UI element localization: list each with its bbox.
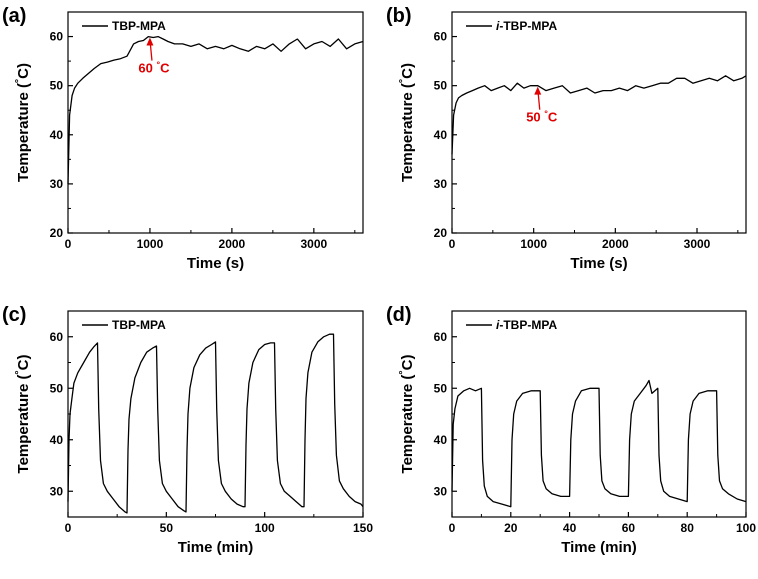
annotation-arrowhead xyxy=(146,37,154,46)
y-tick-label: 30 xyxy=(50,177,64,191)
chart-panel-b: 0 1000 2000 3000 20 30 40 50 60 Time (s) Temperatu… xyxy=(386,5,747,272)
x-tick-label: 0 xyxy=(65,521,72,535)
x-tick-label: 100 xyxy=(255,521,275,535)
x-axis-title: Time (s) xyxy=(570,255,627,272)
y-tick-label: 60 xyxy=(434,30,448,44)
y-tick-label: 50 xyxy=(50,381,64,395)
series-line xyxy=(451,379,747,508)
y-tick-label: 60 xyxy=(50,30,64,44)
panel-label: (d) xyxy=(386,304,412,326)
y-tick-label: 30 xyxy=(434,484,448,498)
series-line xyxy=(67,35,364,184)
annotation-arrowhead xyxy=(534,86,542,95)
x-axis-title: Time (s) xyxy=(187,255,244,272)
y-tick-label: 50 xyxy=(434,79,448,93)
chart-panel-a: 0 1000 2000 3000 20 30 40 50 60 Time (s) Temperatu… xyxy=(2,5,364,272)
legend-label: TBP-MPA xyxy=(112,318,166,332)
y-tick-label: 40 xyxy=(434,128,448,142)
x-tick-label: 50 xyxy=(160,521,174,535)
panel-label: (a) xyxy=(2,5,26,27)
x-tick-label: 80 xyxy=(681,521,695,535)
x-tick-label: 0 xyxy=(449,237,456,251)
y-axis-title: Temperature (°C) xyxy=(13,355,32,474)
y-tick-label: 60 xyxy=(434,330,448,344)
panel-label: (b) xyxy=(386,5,412,27)
legend-label: i-TBP-MPA xyxy=(496,19,557,33)
x-tick-label: 0 xyxy=(65,237,72,251)
series-line xyxy=(451,75,747,155)
y-axis-title: Temperature (°C) xyxy=(397,63,416,182)
x-tick-label: 1000 xyxy=(137,237,164,251)
y-tick-label: 40 xyxy=(434,433,448,447)
x-tick-label: 100 xyxy=(736,521,756,535)
x-tick-label: 40 xyxy=(563,521,577,535)
x-tick-label: 2000 xyxy=(602,237,629,251)
y-tick-label: 50 xyxy=(434,381,448,395)
x-tick-label: 3000 xyxy=(300,237,327,251)
y-tick-label: 60 xyxy=(50,330,64,344)
y-tick-label: 30 xyxy=(50,484,64,498)
legend-label: TBP-MPA xyxy=(112,19,166,33)
y-tick-label: 20 xyxy=(434,226,448,240)
plot-frame xyxy=(451,11,747,234)
x-tick-label: 20 xyxy=(504,521,518,535)
chart-panel-c: 0 50 100 150 30 40 50 60 Time (min) Temperature (… xyxy=(2,304,373,556)
y-axis-title: Temperature (°C) xyxy=(397,355,416,474)
x-tick-label: 2000 xyxy=(219,237,246,251)
x-axis-title: Time (min) xyxy=(178,539,254,556)
chart-panel-d: 0 20 40 60 80 100 30 40 50 60 Time (min) Temperatur… xyxy=(386,304,756,556)
x-tick-label: 0 xyxy=(449,521,456,535)
series-line xyxy=(67,333,364,514)
plot-frame xyxy=(67,11,364,234)
y-tick-label: 50 xyxy=(50,79,64,93)
legend-label: i-TBP-MPA xyxy=(496,318,557,332)
x-tick-label: 150 xyxy=(353,521,373,535)
annotation-label: 60 °C xyxy=(138,60,170,76)
x-axis-title: Time (min) xyxy=(561,539,637,556)
panel-label: (c) xyxy=(2,304,26,326)
y-tick-label: 40 xyxy=(50,433,64,447)
x-tick-label: 1000 xyxy=(520,237,547,251)
x-tick-label: 60 xyxy=(622,521,636,535)
y-tick-label: 20 xyxy=(50,226,64,240)
y-axis-title: Temperature (°C) xyxy=(13,63,32,182)
y-tick-label: 40 xyxy=(50,128,64,142)
annotation-label: 50 °C xyxy=(526,109,558,125)
x-tick-label: 3000 xyxy=(684,237,711,251)
y-tick-label: 30 xyxy=(434,177,448,191)
